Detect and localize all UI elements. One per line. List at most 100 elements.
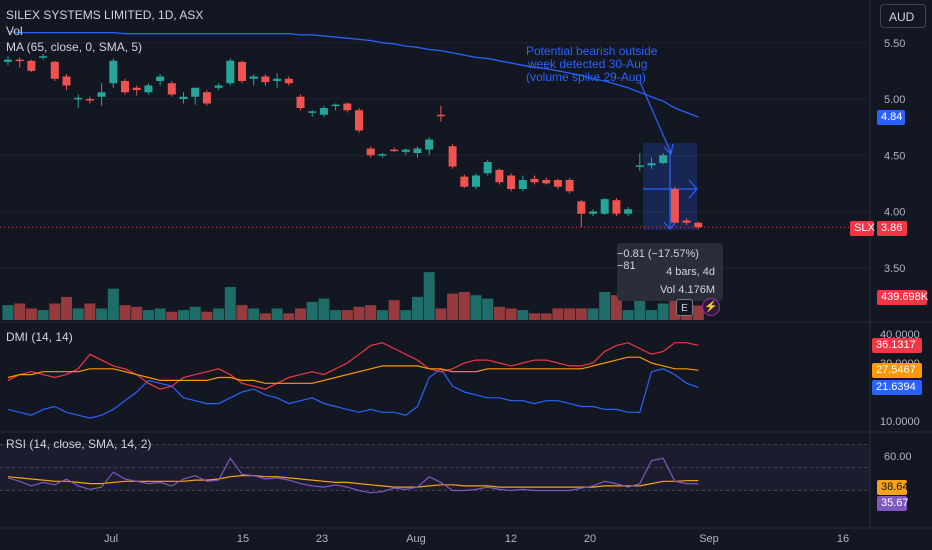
price-tick-label: 4.50 — [884, 150, 905, 162]
candle-body — [273, 78, 282, 81]
volume-bar — [365, 305, 377, 320]
volume-bar — [201, 311, 213, 320]
candle-body — [27, 60, 36, 71]
candle-body — [624, 209, 633, 214]
candle-body — [109, 60, 118, 84]
x-axis-label: Jul — [104, 533, 118, 545]
candle-body — [460, 176, 469, 187]
last-price-badge: 3.86 — [877, 221, 907, 236]
volume-bar — [447, 293, 459, 320]
volume-bar — [482, 298, 494, 320]
candle-body — [50, 61, 59, 79]
measure-change: −0.81 (−17.57%) −81 — [617, 248, 699, 272]
candle-body — [85, 99, 94, 101]
rsi-legend: RSI (14, close, SMA, 14, 2) — [6, 437, 152, 451]
dmi-plus-badge: 21.6394 — [872, 380, 922, 395]
lightning-icon[interactable]: ⚡ — [702, 298, 720, 316]
candle-body — [15, 59, 24, 62]
volume-bar — [283, 313, 295, 320]
volume-bar — [692, 305, 704, 320]
volume-bar — [295, 308, 306, 320]
annotation-text: Potential bearish outside week detected … — [526, 45, 657, 84]
price-tick-label: 3.50 — [884, 263, 905, 275]
candle-body — [448, 146, 457, 167]
earnings-marker[interactable]: E — [676, 299, 693, 316]
volume-bar — [341, 310, 353, 320]
volume-bar — [306, 301, 318, 320]
dmi-minus-line — [7, 342, 699, 390]
x-axis-label: 12 — [505, 533, 517, 545]
candle-body — [401, 149, 410, 152]
measure-tooltip: −0.81 (−17.57%) −81 4 bars, 4d Vol 4.176… — [617, 243, 723, 301]
candle-body — [156, 76, 165, 81]
candle-body — [565, 180, 574, 192]
candle-body — [413, 148, 422, 153]
chart-title: SILEX SYSTEMS LIMITED, 1D, ASX — [6, 8, 204, 22]
candle-body — [355, 110, 363, 131]
volume-bar — [49, 303, 61, 320]
candle-body — [577, 201, 586, 214]
volume-bar — [412, 296, 423, 320]
candle-body — [647, 163, 656, 166]
candle-body — [600, 199, 609, 214]
candle-body — [39, 56, 48, 58]
ma-line — [7, 30, 699, 118]
volume-bar — [599, 291, 611, 320]
volume-bar — [517, 310, 529, 320]
volume-bar — [2, 305, 14, 320]
candle-body — [472, 175, 480, 187]
candle-body — [249, 76, 258, 79]
volume-bar — [575, 308, 587, 320]
volume-bar — [236, 305, 248, 320]
candle-body — [530, 178, 539, 183]
candle-body — [319, 108, 328, 115]
price-tick-label: 5.50 — [884, 38, 905, 50]
candle-body — [191, 87, 200, 97]
currency-button[interactable]: AUD — [880, 4, 926, 28]
candle-body — [542, 180, 551, 184]
x-axis-label: 15 — [237, 533, 249, 545]
candle-body — [390, 149, 399, 152]
price-tick-label: 5.00 — [884, 94, 905, 106]
volume-bar — [634, 300, 646, 320]
candle-body — [518, 180, 527, 189]
volume-bar — [646, 310, 657, 320]
volume-bar — [37, 310, 49, 320]
candle-body — [284, 78, 293, 84]
volume-bar — [224, 287, 236, 320]
volume-bar — [248, 308, 260, 320]
volume-bar — [271, 308, 283, 320]
candle-body — [74, 97, 83, 100]
annotation-arrowhead — [663, 143, 674, 156]
candle-body — [308, 111, 317, 113]
volume-bar — [564, 308, 576, 320]
candle-body — [144, 85, 153, 93]
volume-bar — [330, 310, 342, 320]
candle-body — [670, 189, 679, 223]
candle-body — [62, 76, 71, 86]
candle-body — [436, 114, 445, 117]
annotation-line: (volume spike 29-Aug) — [526, 70, 647, 84]
candle-body — [425, 139, 434, 150]
adx-badge: 27.5467 — [872, 363, 922, 378]
candle-body — [238, 61, 246, 81]
ma-legend: MA (65, close, 0, SMA, 5) — [6, 40, 143, 54]
candle-body — [507, 175, 516, 189]
candle-body — [553, 180, 562, 187]
candle-body — [343, 103, 352, 111]
volume-bar — [400, 310, 412, 320]
volume-bar — [529, 313, 540, 320]
measure-arrowhead — [688, 179, 698, 199]
rsi-line — [7, 457, 699, 494]
measure-bars: 4 bars, 4d — [666, 266, 715, 278]
ma-value-badge: 4.84 — [877, 110, 905, 125]
candle-body — [296, 96, 305, 108]
candle-body — [495, 169, 504, 183]
annotation-line: Potential bearish outside — [526, 44, 658, 58]
adx-line — [7, 356, 699, 384]
candle-body — [121, 81, 129, 93]
x-axis-label: 20 — [584, 533, 596, 545]
candle-body — [366, 148, 375, 156]
